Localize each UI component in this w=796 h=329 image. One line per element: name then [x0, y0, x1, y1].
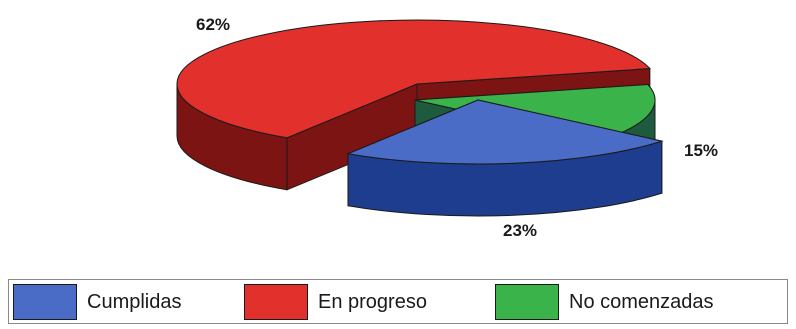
slice-cumplidas-top: [346, 99, 664, 165]
slice-cumplidas: [346, 99, 664, 217]
legend-swatch-en-progreso: [244, 284, 308, 320]
pie-slices: [176, 19, 664, 217]
slice-en-progreso-top: [176, 19, 651, 139]
data-label-cumplidas: 23%: [503, 221, 537, 240]
legend-item-no-comenzadas: No comenzadas: [495, 284, 714, 320]
legend-label-no-comenzadas: No comenzadas: [569, 290, 714, 313]
legend-label-en-progreso: En progreso: [318, 290, 427, 313]
chart-legend: Cumplidas En progreso No comenzadas: [8, 279, 788, 324]
pie-chart: 62% 15% 23%: [176, 15, 718, 240]
legend-swatch-cumplidas: [13, 284, 77, 320]
legend-label-cumplidas: Cumplidas: [87, 290, 182, 313]
data-label-en-progreso: 62%: [196, 15, 230, 34]
legend-swatch-no-comenzadas: [495, 284, 559, 320]
legend-item-en-progreso: En progreso: [244, 284, 427, 320]
legend-item-cumplidas: Cumplidas: [13, 284, 181, 320]
data-label-no-comenzadas: 15%: [684, 141, 718, 160]
